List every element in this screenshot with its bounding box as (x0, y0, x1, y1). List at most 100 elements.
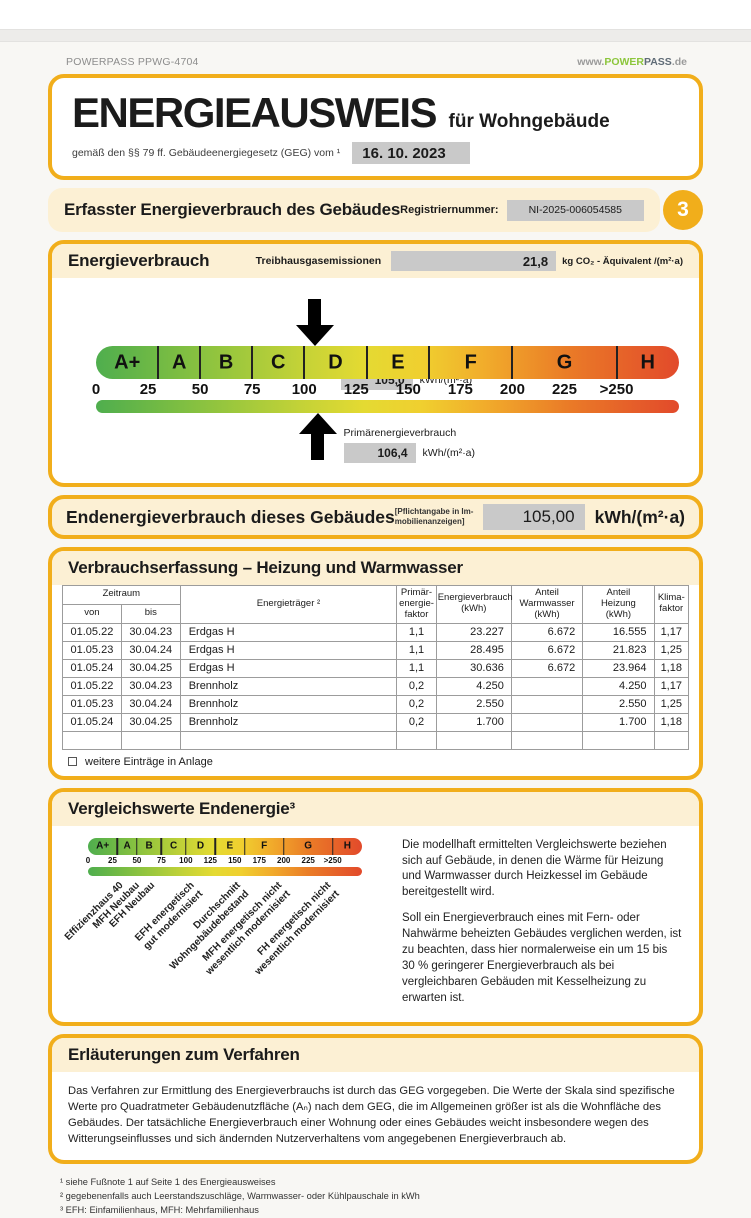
primary-energy-unit: kWh/(m²·a) (422, 447, 476, 459)
table-cell: 01.05.23 (62, 694, 122, 714)
method-panel: Erläuterungen zum Verfahren Das Verfahre… (48, 1034, 703, 1164)
consumption-table: Zeitraum Energieträger ² Primär- energie… (62, 585, 690, 750)
method-body: Das Verfahren zur Ermittlung des Energie… (52, 1072, 699, 1160)
method-text: Das Verfahren zur Ermittlung des Energie… (68, 1085, 675, 1146)
table-cell: 30.04.25 (120, 658, 181, 678)
table-cell: 21.823 (582, 640, 655, 660)
scale-tick: 150 (228, 855, 242, 865)
table-cell: 16.555 (582, 622, 655, 642)
scale-tick: 0 (91, 381, 101, 398)
primary-energy-value: 106,4 (343, 443, 416, 463)
class-divider (199, 346, 202, 379)
comparison-scale-ticks: 0 25 50 75 100 125 150 175 200 225 >250 (86, 855, 362, 867)
down-arrow-icon (295, 299, 334, 346)
ghg-label: Treibhausgasemissionen (255, 255, 382, 267)
comparison-paragraph-2: Soll ein Energieverbrauch eines mit Fern… (402, 912, 682, 1004)
class-letter-b: B (145, 840, 153, 852)
table-cell: Brennholz (179, 712, 398, 732)
table-cell: 6.672 (510, 640, 584, 660)
method-title: Erläuterungen zum Verfahren (68, 1045, 300, 1065)
table-row: 01.05.22 30.04.23 Brennholz 0,2 4.250 4.250 1,… (62, 676, 690, 696)
end-energy-zone: Endenergieverbrauch 105,0 kWh/(m²·a) (96, 286, 679, 390)
comparison-gradient-bar (88, 866, 362, 876)
primary-energy-label-block: Primärenergieverbrauch 106,4 kWh/(m²·a) (343, 427, 476, 463)
table-cell: 1,1 (396, 622, 437, 642)
col-header-energieverbrauch: Energieverbrauch (kWh) (435, 585, 513, 624)
table-cell: 01.05.24 (62, 712, 122, 732)
page-number-badge: 3 (663, 190, 703, 230)
document-id: POWERPASS PPWG-4704 (66, 56, 199, 68)
table-cell: Erdgas H (179, 658, 398, 678)
table-cell: 01.05.22 (62, 622, 122, 642)
table-cell (510, 694, 584, 714)
table-cell: 30.04.23 (120, 676, 181, 696)
scale-tick: >250 (599, 381, 634, 398)
table-cell: 0,2 (396, 676, 437, 696)
col-header-energietraeger: Energieträger ² (179, 585, 398, 624)
table-cell: 30.04.24 (120, 694, 181, 714)
table-cell (120, 730, 181, 750)
url-www: www. (577, 56, 605, 68)
table-cell: 30.04.23 (120, 622, 181, 642)
table-cell: 4.250 (435, 676, 512, 696)
table-cell: 4.250 (582, 676, 655, 696)
mandatory-note: [Pflichtangabe in Im- mobilienanzeigen] (394, 507, 474, 526)
issue-date-value: 16. 10. 2023 (352, 142, 471, 164)
section-bar-wrap: Erfasster Energieverbrauch des Gebäudes … (48, 188, 703, 232)
method-panel-header: Erläuterungen zum Verfahren (52, 1038, 699, 1073)
comparison-body: A+ A B C D E F G H 0 25 50 75 100 125 150 175 200 225 >250… (52, 826, 699, 1023)
consumption-panel: Verbrauchserfassung – Heizung und Warmwa… (48, 547, 703, 780)
table-cell: 6.672 (510, 658, 584, 678)
class-divider (185, 837, 187, 855)
table-cell: 2.550 (435, 694, 512, 714)
browser-top-strip (0, 0, 751, 30)
table-row (62, 730, 690, 750)
class-letter-a: A (123, 840, 131, 852)
table-row: 01.05.24 30.04.25 Erdgas H 1,1 30.636 6.672 23… (62, 658, 690, 678)
scale-tick: 25 (139, 381, 157, 398)
class-divider (136, 837, 138, 855)
scale-tick: 150 (395, 381, 421, 398)
law-reference: gemäß den §§ 79 ff. Gebäudeenergiegesetz… (72, 147, 341, 159)
scale-tick: 100 (291, 381, 317, 398)
scale-tick: 25 (108, 855, 117, 865)
table-cell: 2.550 (582, 694, 655, 714)
comparison-panel-header: Vergleichswerte Endenergie³ (52, 791, 699, 826)
title-line: ENERGIEAUSWEIS für Wohngebäude (72, 92, 679, 134)
primary-energy-zone: Primärenergieverbrauch 106,4 kWh/(m²·a) (96, 413, 679, 477)
comparison-reference-labels: Effizienzhaus 40 MFH Neubau EFH Neubau EFH … (62, 876, 362, 978)
checkbox-icon[interactable] (68, 757, 77, 767)
scale-tick: 225 (551, 381, 577, 398)
table-row: 01.05.23 30.04.24 Erdgas H 1,1 28.495 6.672 21… (62, 640, 690, 660)
url-power: POWER (604, 56, 644, 68)
table-cell: 30.636 (435, 658, 512, 678)
powerpass-url-link[interactable]: www.POWERPASS.de (577, 56, 687, 68)
class-divider (428, 346, 431, 379)
class-letter-f: F (261, 840, 268, 852)
table-row: 01.05.22 30.04.23 Erdgas H 1,1 23.227 6.672 16… (62, 622, 690, 642)
class-letter-c: C (170, 840, 178, 852)
table-cell: 0,2 (396, 712, 437, 732)
class-letter-c: C (270, 351, 286, 373)
col-header-warmwasser: Anteil Warmwasser (kWh) (510, 585, 584, 624)
class-letter-b: B (218, 351, 234, 373)
registration-label: Registriernummer: (400, 204, 499, 216)
energy-body: Endenergieverbrauch 105,0 kWh/(m²·a) A+A… (52, 278, 699, 483)
ghg-unit: kg CO₂ - Äquivalent /(m²·a) (562, 255, 683, 267)
table-cell: 23.964 (582, 658, 655, 678)
col-header-klimafaktor: Klima- faktor (653, 585, 690, 624)
comparison-panel: Vergleichswerte Endenergie³ A+ A B C D E F G H 0… (48, 787, 703, 1027)
energy-scale: Endenergieverbrauch 105,0 kWh/(m²·a) A+A… (92, 286, 679, 477)
ghg-cluster: Treibhausgasemissionen 21,8 kg CO₂ - Äqu… (256, 251, 683, 271)
url-de: .de (671, 56, 687, 68)
page-gap (0, 30, 751, 42)
col-header-bis: bis (120, 603, 181, 624)
table-cell: 1.700 (582, 712, 655, 732)
document-title: ENERGIEAUSWEIS (72, 89, 438, 136)
url-pass: PASS (644, 56, 672, 68)
table-cell (179, 730, 398, 750)
table-cell: 28.495 (435, 640, 512, 660)
end-banner-value: 105,00 (483, 504, 585, 530)
footnote-3: ³ EFH: Einfamilienhaus, MFH: Mehrfamilie… (60, 1204, 259, 1215)
scale-tick: 75 (156, 855, 166, 865)
